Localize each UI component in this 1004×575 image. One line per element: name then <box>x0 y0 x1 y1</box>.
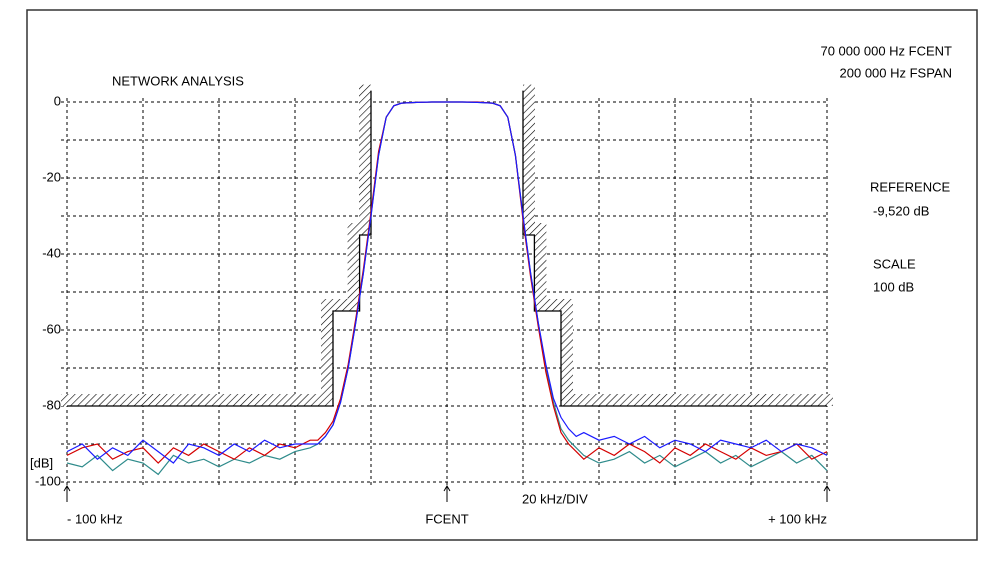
x-tick-arrow <box>823 485 831 502</box>
x-tick-arrow <box>63 485 71 502</box>
info-line: 70 000 000 Hz FCENT <box>820 43 952 58</box>
mask-hatch <box>523 84 833 406</box>
y-tick-label: -100 <box>35 473 61 488</box>
trace <box>66 101 828 464</box>
plot: 0 -20 -40 -60 -80 -100 - 100 kHz FCENT + 100 kHz <box>35 84 833 526</box>
x-tick-label: + 100 kHz <box>768 511 827 526</box>
mask-line <box>522 90 827 407</box>
x-tick-label: FCENT <box>425 511 468 526</box>
x-tick-arrow <box>443 485 451 502</box>
chart-title: NETWORK ANALYSIS <box>112 73 244 88</box>
x-tick-label: - 100 kHz <box>67 511 123 526</box>
y-tick-label: -40 <box>42 245 61 260</box>
y-axis-label: [dB] <box>30 455 53 470</box>
y-tick-label: -80 <box>42 397 61 412</box>
info-line: 200 000 Hz FSPAN <box>840 65 952 80</box>
reference-value: -9,520 dB <box>873 203 929 218</box>
reference-label: REFERENCE <box>870 179 951 194</box>
mask-line <box>67 90 372 407</box>
y-tick-label: -60 <box>42 321 61 336</box>
division-label: 20 kHz/DIV <box>522 491 588 506</box>
scale-label: SCALE <box>873 256 916 271</box>
mask-hatch <box>61 84 371 406</box>
y-tick-label: 0 <box>54 93 61 108</box>
scale-value: 100 dB <box>873 279 914 294</box>
y-tick-label: -20 <box>42 169 61 184</box>
